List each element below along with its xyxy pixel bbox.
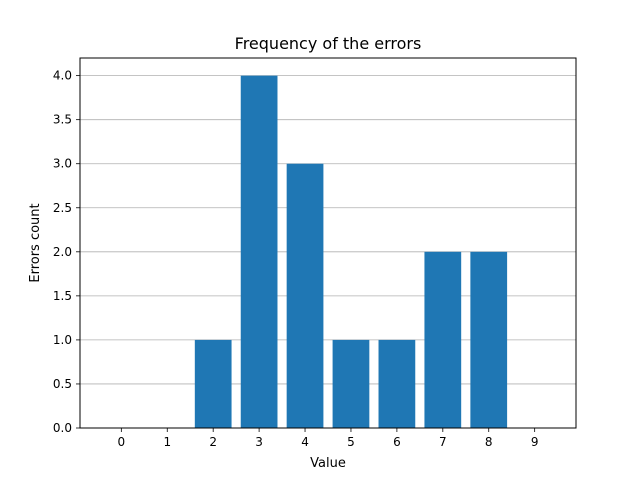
y-tick-label: 3.0 <box>53 157 72 171</box>
x-tick-label: 7 <box>439 435 447 449</box>
y-tick-label: 1.5 <box>53 289 72 303</box>
y-axis-label: Errors count <box>28 203 43 282</box>
x-tick-label: 5 <box>347 435 355 449</box>
x-tick-label: 1 <box>163 435 171 449</box>
x-tick-label: 0 <box>118 435 126 449</box>
bar-2 <box>194 339 232 428</box>
bar-4 <box>286 163 324 428</box>
y-tick-label: 3.5 <box>53 113 72 127</box>
x-axis-label: Value <box>310 456 346 471</box>
x-axis: 0 1 2 3 4 5 6 7 8 9 <box>118 428 539 449</box>
chart-title: Frequency of the errors <box>235 34 422 53</box>
bar-7 <box>424 251 462 428</box>
x-tick-label: 4 <box>301 435 309 449</box>
x-tick-label: 6 <box>393 435 401 449</box>
y-tick-label: 4.0 <box>53 69 72 83</box>
x-tick-label: 3 <box>255 435 263 449</box>
bar-8 <box>470 251 508 428</box>
bar-3 <box>240 75 278 428</box>
y-tick-label: 0.5 <box>53 377 72 391</box>
y-tick-label: 1.0 <box>53 333 72 347</box>
bars <box>194 75 508 428</box>
x-tick-label: 2 <box>209 435 217 449</box>
x-tick-label: 8 <box>485 435 493 449</box>
grid-lines <box>80 75 576 429</box>
plot-frame <box>79 57 577 429</box>
y-tick-label: 2.5 <box>53 201 72 215</box>
y-tick-label: 0.0 <box>53 421 72 435</box>
bar-6 <box>378 339 416 428</box>
bar-5 <box>332 339 370 428</box>
x-tick-label: 9 <box>531 435 539 449</box>
y-axis: 0.0 0.5 1.0 1.5 2.0 2.5 3.0 3.5 4.0 <box>53 69 80 435</box>
y-tick-label: 2.0 <box>53 245 72 259</box>
